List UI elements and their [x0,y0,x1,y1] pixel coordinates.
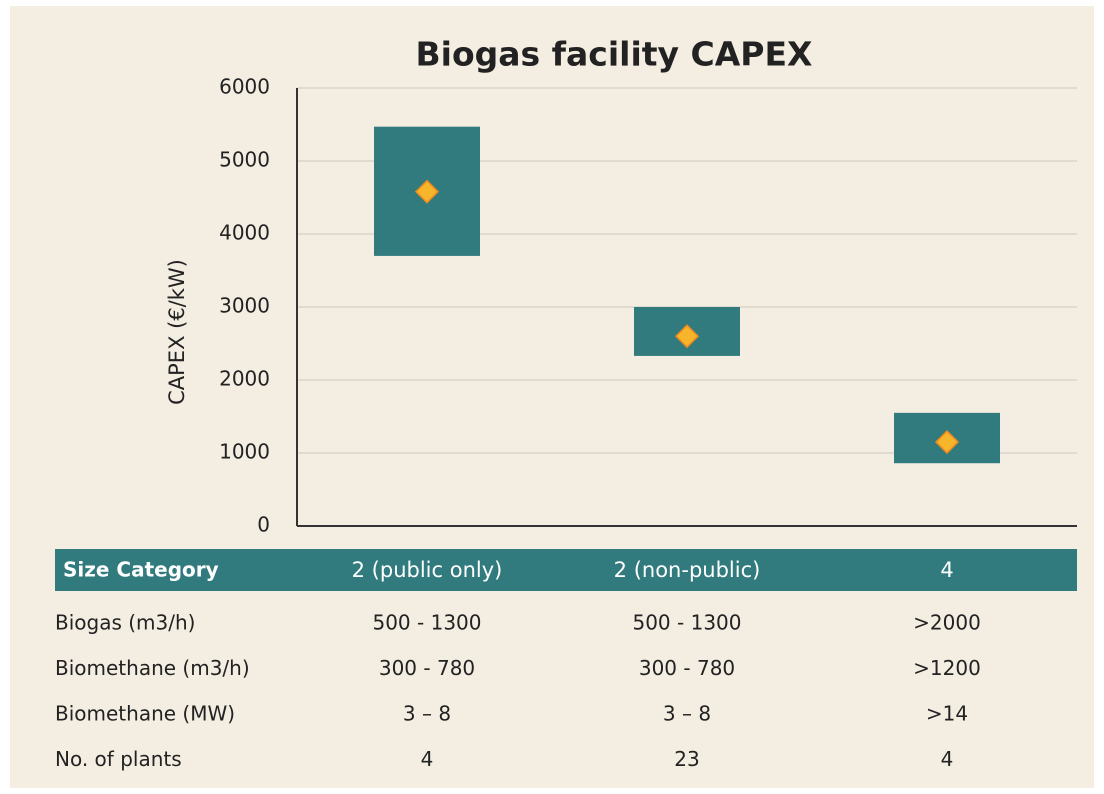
row-value: 500 - 1300 [632,611,741,635]
y-tick-label: 2000 [219,367,270,391]
mean-marker [674,324,700,349]
mean-marker [414,179,440,204]
row-value: 23 [674,747,699,771]
table-header-cell: 4 [940,558,953,582]
y-tick-label: 5000 [219,148,270,172]
row-value: >1200 [913,656,981,680]
row-label: Biogas (m3/h) [55,611,195,635]
row-value: 3 – 8 [663,702,711,726]
y-tick-label: 1000 [219,440,270,464]
table-header-cell: 2 (non-public) [614,558,761,582]
row-value: 300 - 780 [379,656,475,680]
table-header-cell: 2 (public only) [352,558,503,582]
row-value: 300 - 780 [639,656,735,680]
row-value: >2000 [913,611,981,635]
y-tick-label: 4000 [219,221,270,245]
panel [10,6,1094,788]
y-tick-label: 0 [257,513,270,537]
y-axis-label: CAPEX (€/kW) [165,259,189,405]
row-value: 4 [941,747,954,771]
chart-title: Biogas facility CAPEX [416,35,813,74]
row-value: >14 [926,702,968,726]
row-value: 3 – 8 [403,702,451,726]
mean-marker [934,429,960,455]
row-label: No. of plants [55,747,182,771]
y-tick-label: 6000 [219,75,270,99]
row-value: 4 [421,747,434,771]
row-label: Biomethane (m3/h) [55,656,250,680]
table-header-band [55,549,1077,591]
row-value: 500 - 1300 [372,611,481,635]
row-label: Biomethane (MW) [55,702,235,726]
y-tick-label: 3000 [219,294,270,318]
table-header: Size Category [63,558,219,582]
